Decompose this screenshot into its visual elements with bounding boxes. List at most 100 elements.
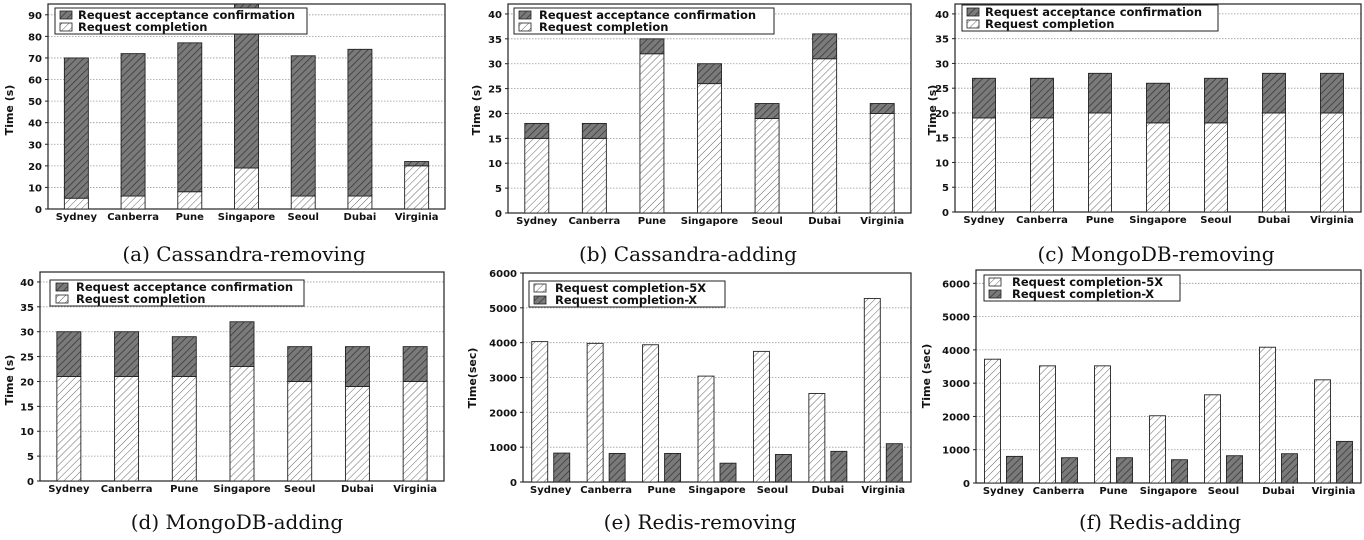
y-tick-label: 20	[28, 162, 42, 173]
y-tick-label: 6000	[942, 279, 970, 290]
bar-completion-x	[1336, 440, 1353, 484]
y-axis-label: Time (s)	[3, 355, 16, 406]
bar-request-acceptance	[287, 346, 313, 382]
bar-request-completion	[639, 53, 665, 214]
bar-request-acceptance	[120, 53, 146, 197]
x-tick-label: Pune	[638, 216, 667, 227]
y-tick-label: 30	[20, 328, 34, 339]
bar-request-completion	[114, 376, 140, 482]
bar-request-completion	[171, 376, 197, 482]
legend-box	[54, 7, 308, 35]
x-tick-label: Virginia	[395, 212, 439, 223]
legend-label-5x: Request completion-5X	[555, 281, 706, 295]
y-tick-label: 40	[935, 10, 949, 21]
x-tick-label: Virginia	[1310, 215, 1354, 226]
x-tick-label: Singapore	[213, 484, 271, 495]
caption-a: (a) Cassandra-removing	[122, 242, 365, 266]
y-tick-label: 2000	[489, 408, 517, 419]
caption-f: (f) Redis-adding	[1079, 510, 1241, 534]
x-tick-label: Virginia	[1312, 486, 1356, 497]
legend-swatch-light	[533, 283, 547, 293]
y-tick-label: 5000	[942, 313, 970, 324]
bar-request-completion	[1088, 112, 1112, 213]
bar-request-completion	[697, 83, 722, 214]
x-tick-label: Seoul	[751, 216, 782, 227]
x-tick-label: Seoul	[1200, 215, 1231, 226]
y-tick-label: 30	[488, 60, 502, 71]
y-tick-label: 25	[20, 353, 34, 364]
bar-completion-5x	[586, 342, 604, 483]
bar-request-acceptance	[229, 321, 255, 367]
bar-completion-5x	[1259, 346, 1276, 484]
bar-request-completion	[404, 165, 430, 210]
bar-request-completion	[972, 117, 996, 213]
y-tick-label: 3000	[489, 374, 517, 385]
bar-request-completion	[287, 381, 313, 482]
y-tick-label: 15	[20, 402, 34, 413]
legend: Request acceptance confirmation Request …	[961, 4, 1219, 32]
y-tick-label: 20	[488, 109, 502, 120]
y-tick-label: 35	[935, 35, 949, 46]
bar-request-acceptance	[290, 55, 316, 197]
x-tick-label: Seoul	[288, 212, 319, 223]
bar-request-completion	[581, 137, 607, 214]
bar-completion-5x	[642, 344, 660, 483]
y-axis-label: Time (sec)	[920, 344, 933, 409]
bar-request-completion	[177, 191, 203, 210]
legend-label-completion: Request completion	[539, 20, 668, 34]
y-tick-label: 80	[28, 32, 42, 43]
y-tick-label: 0	[942, 208, 949, 219]
bar-request-completion	[229, 366, 255, 482]
x-tick-label: Sydney	[48, 484, 90, 495]
y-tick-label: 0	[27, 477, 34, 488]
plot-frame	[975, 269, 1362, 484]
y-tick-label: 10	[28, 183, 42, 194]
x-tick-label: Seoul	[757, 485, 788, 496]
chart-panel-b: Time (s) 0 5 10 15 20 25 30 35 40 Sydney Canberra…	[470, 3, 912, 266]
bar-completion-5x	[1314, 379, 1331, 484]
bar-completion-x	[1006, 455, 1023, 484]
y-tick-label: 35	[488, 35, 502, 46]
y-tick-label: 0	[963, 479, 970, 490]
legend-box	[961, 4, 1219, 32]
caption-b: (b) Cassandra-adding	[579, 242, 797, 266]
x-tick-label: Pune	[1099, 486, 1128, 497]
bar-request-acceptance	[347, 48, 373, 197]
legend-box	[49, 279, 305, 307]
legend: Request acceptance confirmation Request …	[54, 7, 308, 35]
y-tick-label: 15	[935, 134, 949, 145]
legend-label-completion: Request completion	[76, 292, 205, 306]
bar-request-completion	[63, 197, 89, 210]
y-tick-label: 40	[488, 10, 502, 21]
bar-request-acceptance	[402, 346, 428, 382]
legend-swatch-light	[59, 22, 73, 32]
bar-request-completion	[290, 195, 316, 210]
x-tick-label: Dubai	[341, 484, 374, 495]
chart-panel-d: Time (s) 0 5 10 15 20 25 30 35 40 Sydney Canberra…	[3, 271, 445, 534]
y-tick-label: 1000	[489, 443, 517, 454]
x-tick-label: Virginia	[393, 484, 437, 495]
x-tick-label: Sydney	[516, 216, 558, 227]
bar-request-completion	[234, 167, 259, 210]
bar-request-acceptance	[812, 33, 838, 60]
bar-request-acceptance	[404, 161, 430, 167]
legend-label-acceptance: Request acceptance confirmation	[539, 8, 756, 22]
x-tick-label: Dubai	[1258, 215, 1291, 226]
y-tick-label: 10	[935, 158, 949, 169]
chart-panel-c: Time (s) 0 5 10 15 20 25 30 35 40 Sydney Canberra…	[926, 3, 1362, 266]
bar-request-completion	[56, 376, 82, 482]
y-axis-label: Time (s)	[3, 85, 16, 136]
bar-request-acceptance	[171, 336, 197, 377]
bar-completion-5x	[752, 350, 770, 483]
bar-completion-x	[830, 450, 848, 483]
bar-request-completion	[402, 381, 428, 482]
y-tick-label: 5	[495, 184, 502, 195]
y-tick-label: 1000	[942, 446, 970, 457]
y-tick-label: 4000	[489, 339, 517, 350]
caption-e: (e) Redis-removing	[604, 510, 797, 534]
y-tick-label: 3000	[942, 379, 970, 390]
y-tick-label: 5	[942, 183, 949, 194]
caption-d: (d) MongoDB-adding	[131, 510, 344, 534]
legend-swatch-light	[988, 277, 1002, 287]
